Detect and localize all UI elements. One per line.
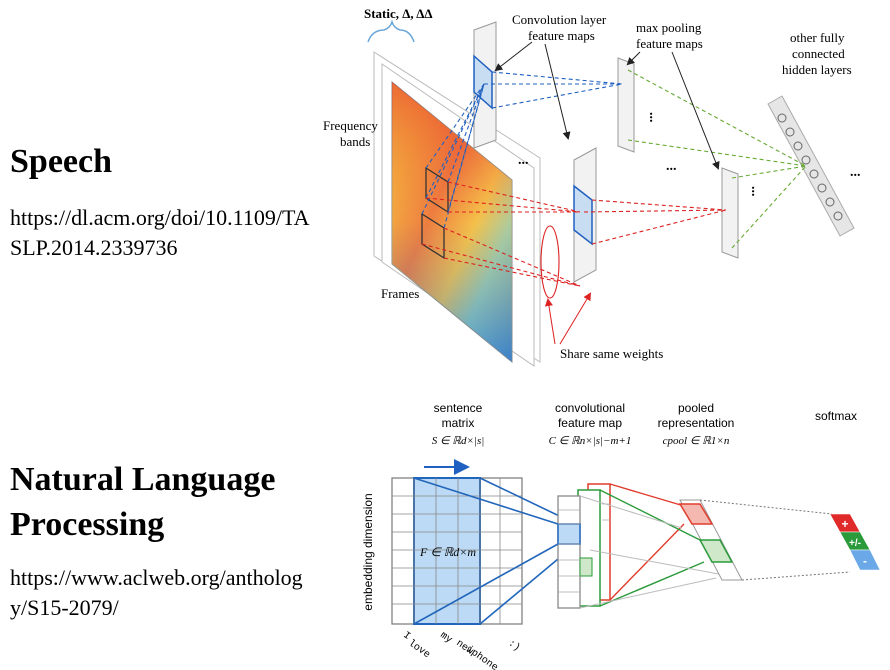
conv-label-1: Convolution layer [512, 12, 607, 27]
pooled-label-1: pooled [678, 401, 714, 415]
nlp-reference-link[interactable]: https://www.aclweb.org/anthology/S15-207… [10, 565, 303, 620]
pooled-formula: cpool ∈ ℝ1×n [663, 435, 730, 447]
frequency-label-1: Frequency [323, 118, 378, 133]
nlp-pool-connections-green [599, 489, 705, 607]
softmax-class-positive: + [841, 517, 848, 531]
conv-arrow-2 [544, 43, 571, 140]
fc-label-3: hidden layers [782, 62, 852, 77]
conv-label-2: feature maps [528, 28, 595, 43]
word-0: I [401, 630, 412, 642]
speech-reference-link[interactable]: https://dl.acm.org/doi/10.1109/TASLP.201… [10, 205, 310, 260]
ellipsis-3: ... [850, 165, 861, 180]
static-brace [367, 19, 415, 43]
blue-dashed-connections [421, 71, 623, 229]
softmax-label: softmax [815, 409, 857, 423]
softmax-output: + +/- - [829, 513, 881, 571]
sentence-matrix-label-2: matrix [442, 416, 475, 430]
nlp-title-line1: Natural Language [10, 461, 276, 498]
word-2: my [438, 630, 454, 646]
pool-dots-2: ... [748, 186, 763, 197]
ellipsis-2: ... [666, 159, 677, 174]
pool-plane-1 [617, 57, 635, 153]
spectrogram-overlay [392, 82, 512, 362]
green-dashed-connections [627, 69, 807, 249]
sentence-matrix-label-1: sentence [434, 401, 483, 415]
frames-label: Frames [381, 286, 419, 301]
conv-map-highlight [557, 523, 581, 545]
pool-label-2: feature maps [636, 36, 703, 51]
share-arrow-2 [559, 292, 592, 345]
share-weights-label: Share same weights [560, 346, 663, 361]
filter-formula: F ∈ ℝd×m [419, 545, 476, 559]
speech-title: Speech [10, 143, 112, 180]
ellipsis-1: ... [518, 153, 529, 168]
speech-diagram: Static, Δ, ΔΔ Frequency bands Frames [323, 6, 861, 367]
word-1: love [406, 637, 433, 661]
nlp-pool-connections-red [609, 483, 685, 601]
word-5: :) [506, 637, 523, 654]
pool-arrow-2 [671, 51, 720, 170]
share-weights-ellipse [540, 225, 560, 299]
pool-plane-2 [721, 167, 739, 259]
conv-map-gray [557, 495, 581, 609]
nlp-diagram: sentence matrix S ∈ ℝd×|s| convolutional… [361, 401, 881, 670]
pool-dots-1: ... [646, 112, 661, 123]
fc-neurons [777, 113, 843, 221]
word-4: iphone [464, 643, 500, 670]
static-label: Static, Δ, ΔΔ [364, 6, 433, 21]
frequency-label-2: bands [340, 134, 370, 149]
nlp-title-line2: Processing [10, 506, 165, 543]
softmax-class-neutral: +/- [849, 538, 861, 549]
conv-map-green [577, 489, 601, 607]
pool-label-1: max pooling [636, 20, 702, 35]
softmax-class-negative: - [863, 554, 867, 568]
softmax-negative [849, 549, 881, 571]
conv-map-label-1: convolutional [555, 401, 625, 415]
sentence-matrix-formula: S ∈ ℝd×|s| [432, 435, 485, 447]
share-arrow-1 [544, 298, 556, 345]
pooled-red-cell [678, 503, 714, 525]
pooled-label-2: representation [658, 416, 735, 430]
filter-region [413, 477, 481, 625]
fc-label-2: connected [792, 46, 845, 61]
sentence-words: I love my new iphone :) [401, 630, 523, 670]
fc-plane [767, 95, 855, 237]
embedding-dimension-label: embedding dimension [361, 493, 375, 610]
conv-arrow-1 [494, 41, 533, 72]
conv-map-label-2: feature map [558, 416, 622, 430]
conv-map-formula: C ∈ ℝn×|s|−m+1 [549, 435, 632, 447]
nlp-pool-connections-gray [579, 495, 741, 609]
pooled-green-cell [698, 539, 734, 563]
fc-label-1: other fully [790, 30, 845, 45]
conv-map-green-cell [579, 557, 593, 577]
pool-arrow-1 [626, 51, 641, 66]
conv-map-grid [558, 503, 610, 593]
